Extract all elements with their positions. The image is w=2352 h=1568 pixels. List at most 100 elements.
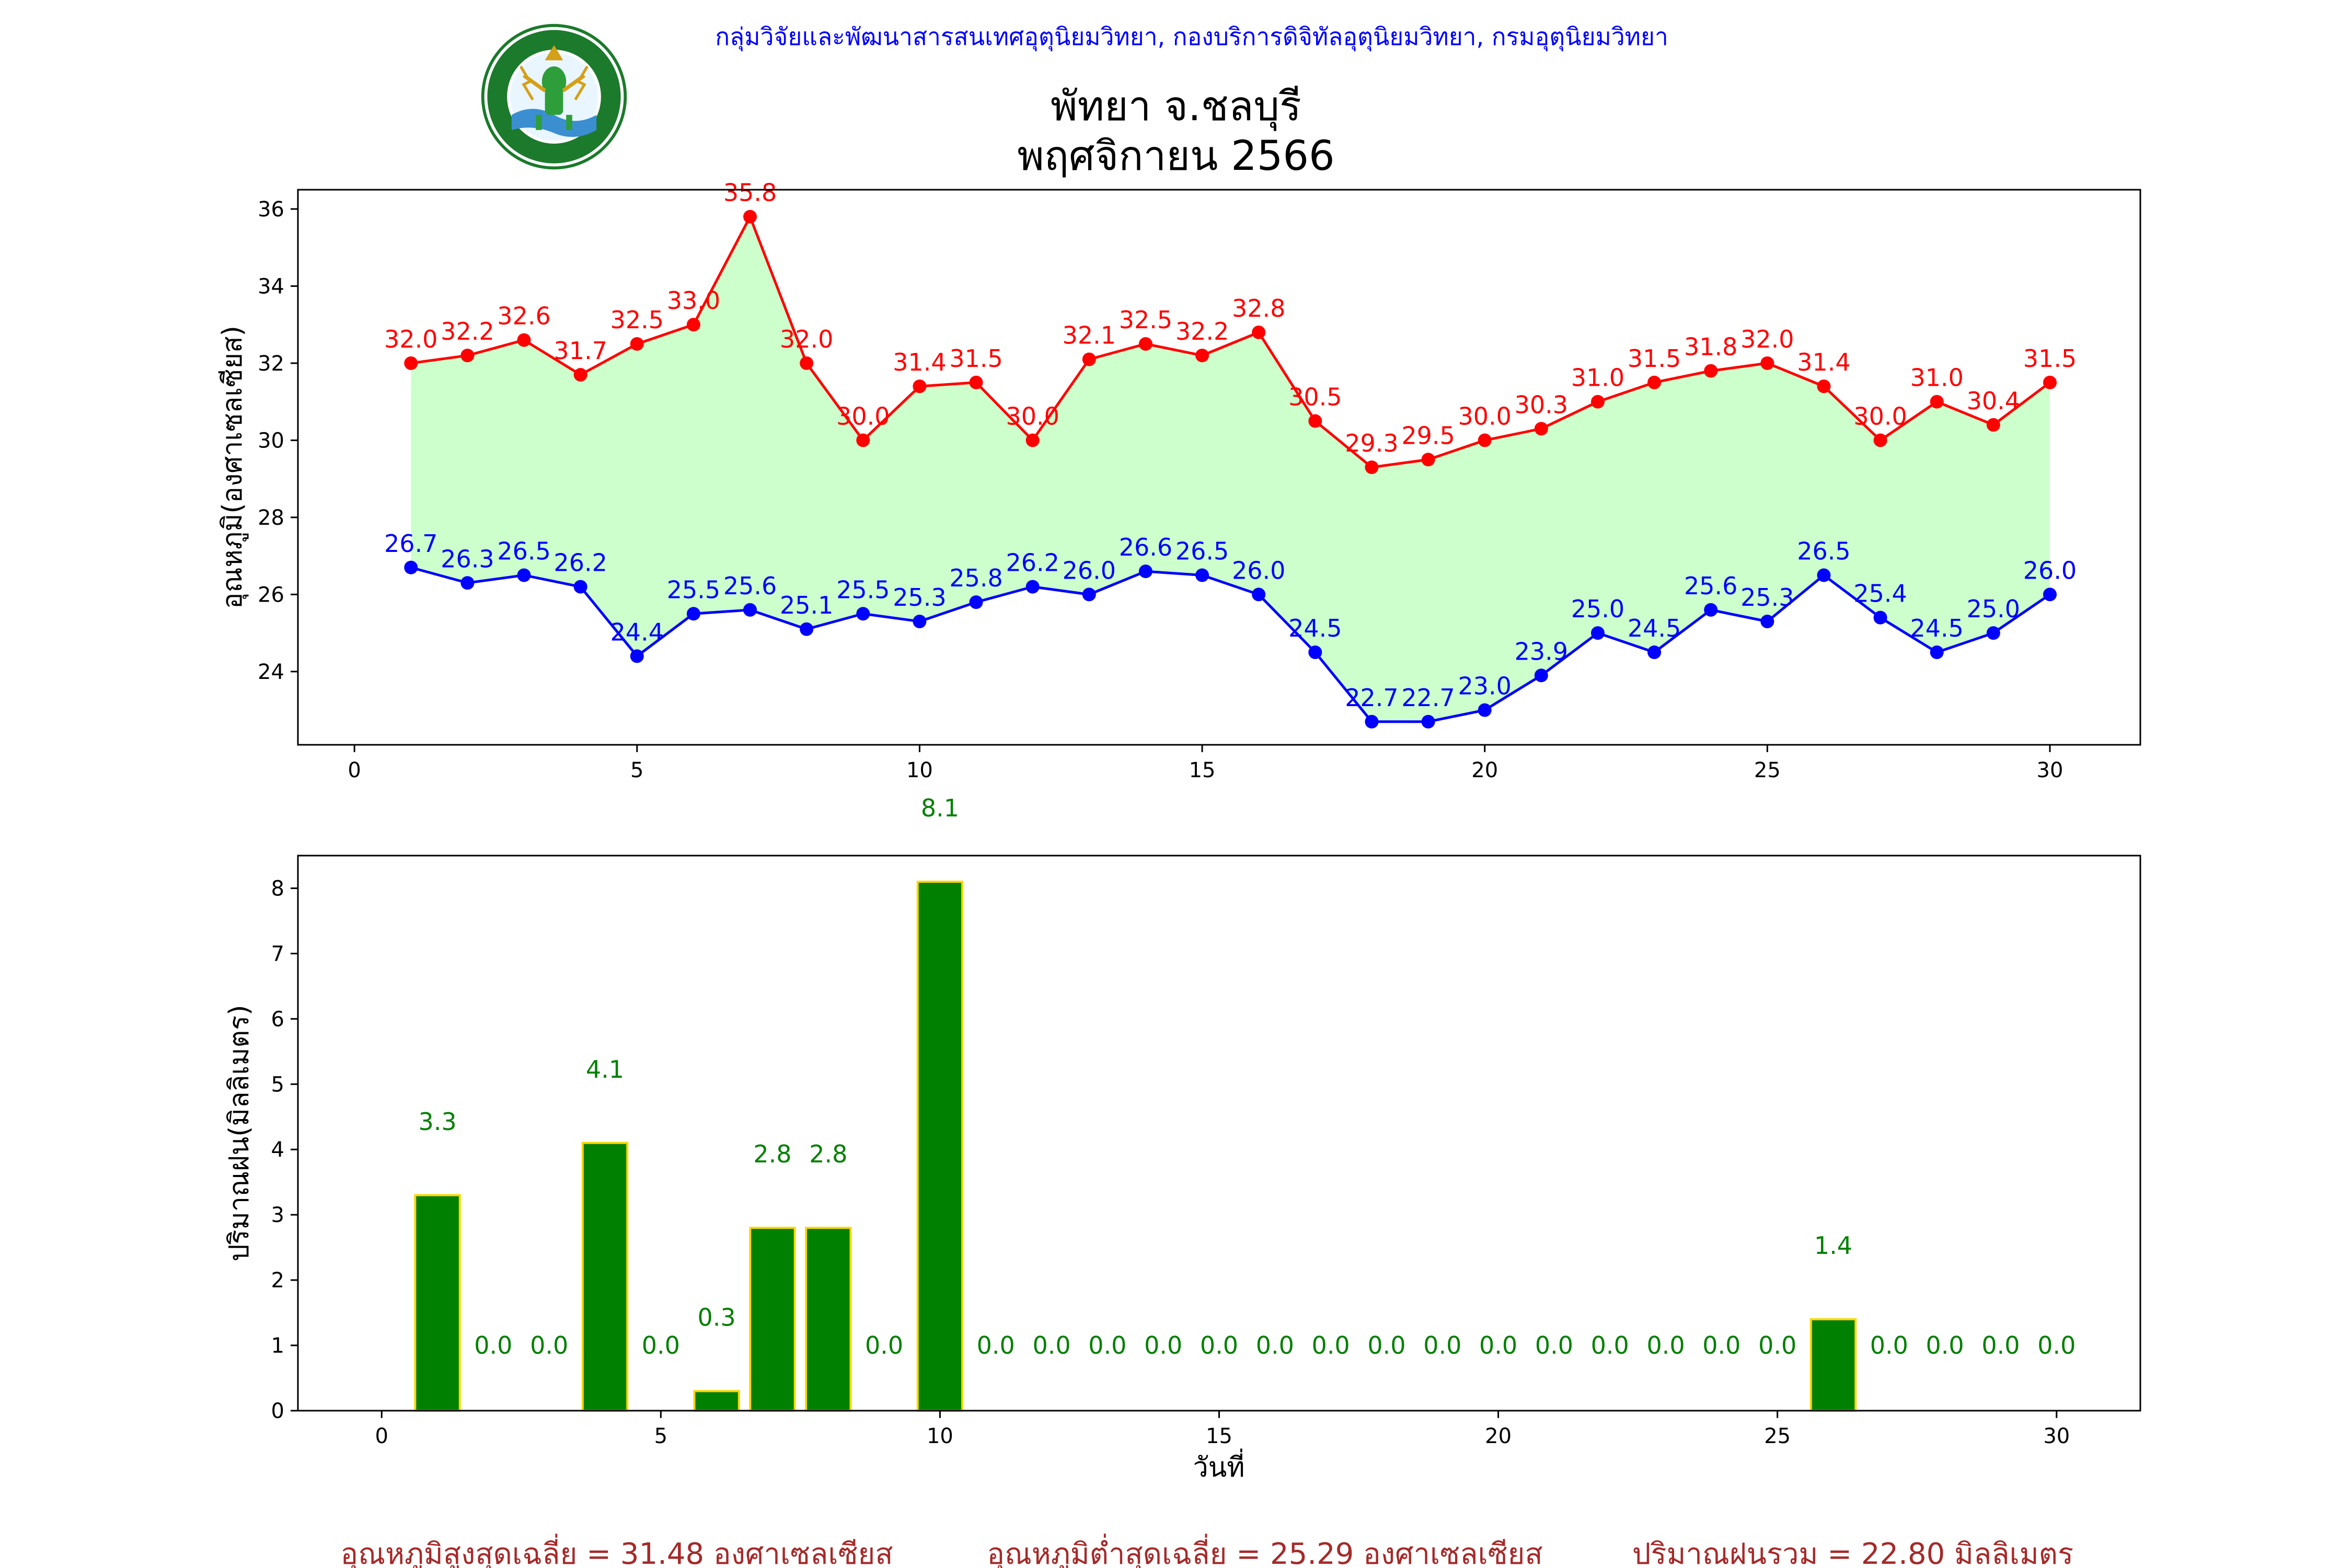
rainfall-y-tick-label: 7 (271, 942, 284, 966)
min-temperature-point (1930, 645, 1944, 659)
chart-title-line1: พัทยา จ.ชลบุรี (1051, 83, 1301, 131)
rainfall-value-label: 0.0 (1591, 1331, 1629, 1359)
rainfall-y-tick-label: 2 (271, 1269, 284, 1293)
min-temperature-point (1590, 626, 1605, 640)
rainfall-value-label: 0.0 (1646, 1331, 1685, 1359)
min-temperature-point (1704, 603, 1718, 617)
min-temperature-label: 25.6 (723, 572, 777, 600)
min-temperature-label: 26.0 (2023, 556, 2077, 584)
rainfall-value-label: 0.0 (1312, 1331, 1350, 1359)
rainfall-value-label: 0.0 (642, 1331, 680, 1359)
max-temperature-label: 32.8 (1232, 294, 1285, 322)
min-temperature-label: 25.3 (893, 583, 946, 612)
max-temperature-point (1647, 375, 1662, 389)
max-temperature-point (1478, 433, 1492, 447)
temperature-x-tick-label: 25 (1754, 758, 1781, 782)
min-temperature-label: 25.3 (1740, 583, 1794, 612)
max-temperature-label: 31.5 (1628, 344, 1681, 373)
min-temperature-point (1817, 568, 1831, 582)
temperature-plot-frame (297, 189, 2141, 746)
rainfall-value-label: 0.0 (1423, 1331, 1461, 1359)
max-temperature-line (410, 213, 2051, 469)
max-temperature-point (969, 375, 983, 389)
min-temperature-label: 26.0 (1232, 556, 1285, 584)
rainfall-y-axis-label: ปริมาณฝน(มิลลิเมตร) (224, 1005, 255, 1261)
rainfall-value-label: 8.1 (921, 794, 959, 822)
rainfall-value-label: 0.0 (1870, 1331, 1908, 1359)
max-temperature-point (1590, 395, 1605, 409)
max-temperature-label: 29.3 (1345, 429, 1398, 457)
rainfall-value-label: 2.8 (809, 1140, 847, 1168)
min-temperature-point (1252, 587, 1266, 602)
rainfall-x-tick-label: 25 (1764, 1424, 1791, 1448)
temperature-x-tick-label: 20 (1471, 758, 1498, 782)
max-temperature-label: 32.6 (497, 302, 550, 330)
rainfall-x-tick-label: 5 (654, 1424, 667, 1448)
max-temperature-point (856, 433, 870, 447)
min-temperature-point (1534, 668, 1548, 683)
rainfall-value-label: 4.1 (586, 1055, 624, 1083)
rainfall-x-tick-label: 15 (1206, 1424, 1232, 1448)
min-temperature-label: 24.4 (610, 618, 664, 646)
max-temperature-point (573, 368, 587, 382)
rainfall-x-tick-label: 30 (2043, 1424, 2070, 1448)
min-temperature-point (1138, 564, 1152, 579)
max-temperature-label: 31.4 (1797, 348, 1850, 376)
max-temperature-point (1308, 414, 1322, 428)
max-temperature-label: 31.4 (893, 348, 946, 376)
min-temperature-line (410, 566, 2051, 723)
max-temperature-point (743, 210, 757, 224)
min-temperature-label: 26.2 (554, 549, 607, 577)
rainfall-value-label: 0.0 (977, 1331, 1015, 1359)
temperature-y-tick-label: 34 (258, 274, 284, 298)
rainfall-bar (1809, 1318, 1857, 1412)
rainfall-value-label: 0.0 (530, 1331, 568, 1359)
rainfall-value-label: 1.4 (1814, 1231, 1852, 1260)
max-temperature-point (913, 379, 927, 394)
rainfall-bar (916, 880, 964, 1412)
max-temperature-label: 32.5 (610, 306, 664, 334)
temperature-x-tick-label: 15 (1189, 758, 1216, 782)
max-temperature-label: 31.7 (554, 337, 607, 365)
min-temperature-label: 26.7 (384, 529, 437, 558)
min-temperature-point (913, 615, 927, 628)
footer-avg-max-temp: อุณหภูมิสูงสุดเฉลี่ย = 31.48 องศาเซลเซีย… (340, 1534, 893, 1568)
min-temperature-point (2043, 587, 2057, 602)
max-temperature-point (2043, 375, 2057, 389)
max-temperature-label: 32.2 (441, 317, 494, 345)
rainfall-value-label: 0.0 (474, 1331, 512, 1359)
max-temperature-point (1365, 460, 1379, 474)
temperature-x-tick-label: 0 (348, 758, 361, 782)
rainfall-value-label: 0.0 (1702, 1331, 1740, 1359)
max-temperature-label: 30.0 (1853, 402, 1907, 430)
rainfall-y-tick-label: 3 (271, 1203, 284, 1227)
max-temperature-point (630, 337, 644, 351)
min-temperature-label: 22.7 (1401, 684, 1455, 712)
max-temperature-label: 32.0 (780, 325, 833, 353)
min-temperature-label: 26.2 (1006, 549, 1059, 577)
max-temperature-label: 30.0 (1006, 402, 1059, 430)
min-temperature-label: 26.5 (497, 537, 550, 566)
rainfall-value-label: 2.8 (753, 1140, 791, 1168)
min-temperature-point (686, 607, 700, 621)
max-temperature-label: 31.5 (949, 344, 1002, 373)
max-temperature-point (1817, 379, 1831, 394)
rainfall-x-tick-label: 0 (375, 1424, 388, 1448)
rainfall-value-label: 0.0 (1200, 1331, 1238, 1359)
min-temperature-point (1986, 626, 2000, 640)
min-temperature-point (969, 595, 983, 609)
temperature-x-tick-label: 10 (906, 758, 933, 782)
temperature-chart: 32.0 32.232.631.732.533.035.832.030.031.4… (217, 179, 2141, 782)
temperature-y-tick-label: 30 (258, 429, 284, 453)
max-temperature-point (1760, 356, 1774, 370)
max-temperature-label: 29.5 (1401, 421, 1455, 449)
min-temperature-point (517, 568, 531, 582)
min-temperature-point (1647, 645, 1662, 659)
max-temperature-label: 32.2 (1175, 317, 1229, 345)
min-temperature-label: 25.4 (1853, 580, 1907, 608)
org-header-text: กลุ่มวิจัยและพัฒนาสารสนเทศอุตุนิยมวิทยา,… (715, 22, 1668, 51)
max-temperature-point (1138, 337, 1152, 351)
max-temperature-label: 30.0 (836, 402, 890, 430)
min-temperature-point (404, 560, 418, 574)
